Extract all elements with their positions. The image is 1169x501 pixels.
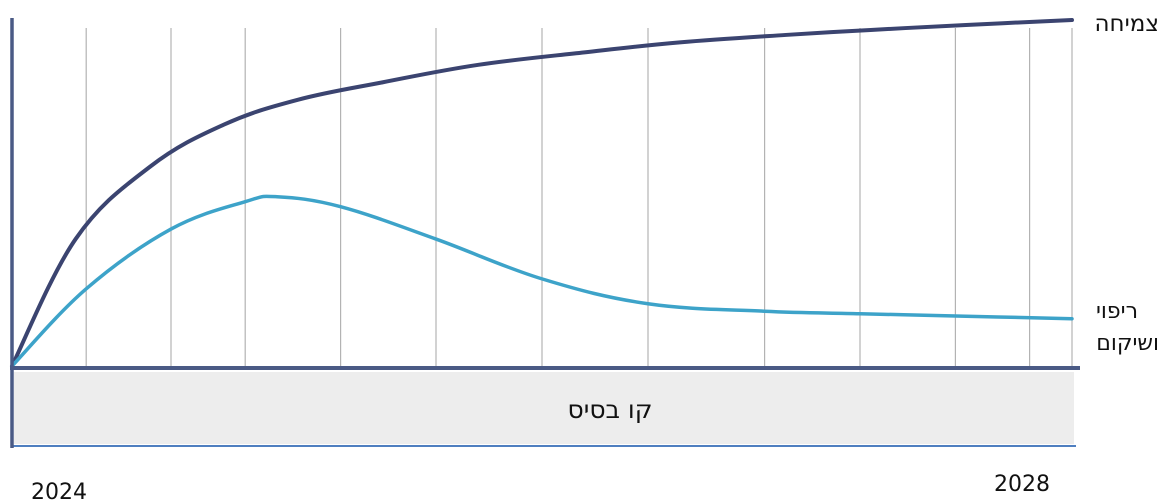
series-label-healing-line-2: ושיקום (1096, 331, 1159, 356)
grid-layer (85, 28, 1073, 366)
x-start-label: 2024 (31, 480, 87, 501)
series-line-1 (10, 194, 1074, 368)
baseline-label: קו בסיס (568, 395, 653, 424)
series-layer (10, 18, 1074, 368)
baseline-band (14, 372, 1074, 444)
x-end-label: 2028 (994, 472, 1050, 497)
series-label-healing-line-1: ריפוי (1096, 299, 1138, 324)
series-line-0 (10, 18, 1074, 368)
series-label-growth: צמיחה (1095, 11, 1159, 37)
